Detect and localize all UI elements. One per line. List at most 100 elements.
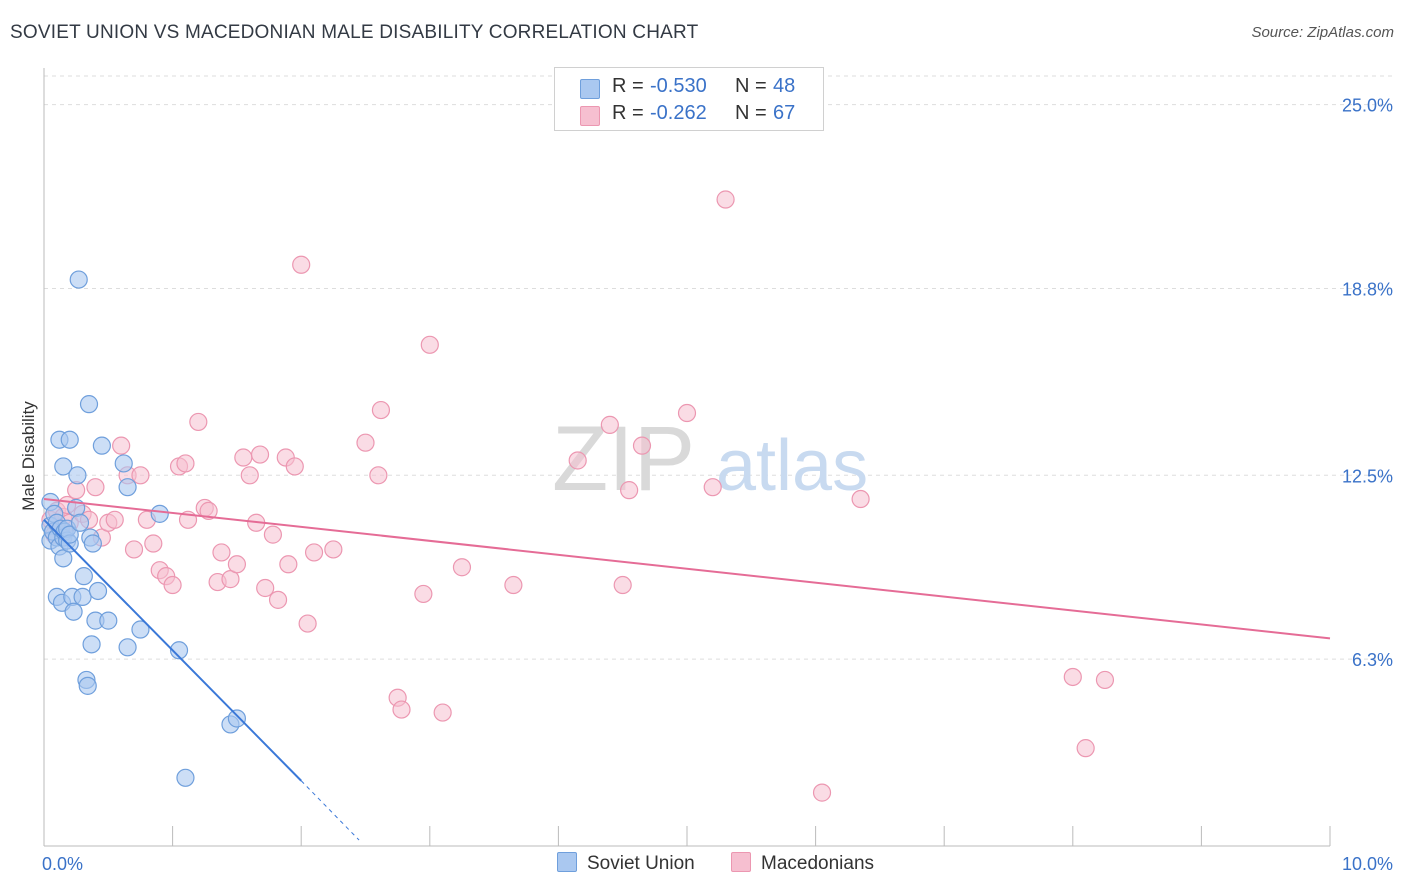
macedonians-point <box>433 703 452 722</box>
macedonians-point <box>1095 670 1115 690</box>
legend-n-label: N = <box>735 75 767 97</box>
soviet-union-point <box>60 430 79 449</box>
soviet-union-point <box>83 534 102 553</box>
macedonians-point <box>268 590 288 609</box>
macedonians-point <box>632 436 652 455</box>
macedonians-point <box>124 540 144 559</box>
legend-item-soviet-union: Soviet Union <box>557 852 695 875</box>
x-tick-label: 10.0% <box>1342 854 1393 874</box>
watermark-atlas: atlas <box>716 426 868 506</box>
legend-r-label: R = <box>612 102 644 124</box>
macedonians-point <box>716 190 735 209</box>
chart-title: SOVIET UNION VS MACEDONIAN MALE DISABILI… <box>10 22 699 43</box>
soviet-union-point <box>74 567 93 586</box>
soviet-union-point <box>70 513 90 532</box>
macedonians-point <box>199 501 218 520</box>
macedonians-point <box>324 540 343 559</box>
macedonians-point <box>504 575 523 595</box>
macedonians-point <box>812 783 832 802</box>
macedonians-point <box>298 614 317 633</box>
macedonians-point <box>163 575 182 595</box>
legend-label-macedonians: Macedonians <box>761 853 875 874</box>
macedonians-point <box>613 575 632 595</box>
macedonians-point <box>105 510 124 529</box>
axes <box>43 68 1331 847</box>
soviet-union-point <box>73 587 92 606</box>
legend-top: R = -0.530 N = 48 R = -0.262 N = 67 <box>554 67 824 131</box>
macedonians-point <box>568 451 587 470</box>
legend-row-soviet: R = -0.530 N = 48 <box>555 75 823 101</box>
macedonians-point <box>292 255 311 274</box>
macedonians-trend-line <box>43 498 1331 640</box>
soviet-union-point <box>82 635 101 654</box>
soviet-union-point <box>69 270 88 289</box>
soviet-union-point <box>99 611 118 630</box>
macedonians-point <box>112 436 131 455</box>
macedonians-point <box>131 466 150 485</box>
macedonians-point <box>234 448 253 467</box>
legend-swatch-macedonians <box>731 852 751 872</box>
soviet-union-point <box>150 504 169 523</box>
legend-row-macedonians: R = -0.262 N = 67 <box>555 102 823 128</box>
soviet-union-point <box>79 395 99 414</box>
legend-swatch-macedonians <box>580 106 600 126</box>
macedonians-point <box>620 481 639 500</box>
legend-swatch-soviet <box>580 79 600 99</box>
source-label: Source: ZipAtlas.com <box>1251 24 1394 41</box>
x-tick-label: 0.0% <box>42 854 83 874</box>
legend-r-label: R = <box>612 75 644 97</box>
soviet-union-point <box>131 620 150 639</box>
macedonians-point <box>677 403 697 423</box>
macedonians-point <box>212 543 231 562</box>
legend-swatch-soviet <box>557 852 577 872</box>
tick-labels: 6.3% 12.5% 18.8% 25.0% 0.0% 10.0% <box>42 96 1393 874</box>
y-tick-label: 18.8% <box>1342 279 1393 299</box>
legend-label-soviet-union: Soviet Union <box>587 853 695 874</box>
macedonians-point <box>392 700 411 719</box>
soviet-union-point <box>114 454 133 473</box>
macedonians-point <box>600 415 619 434</box>
macedonians-point <box>240 466 259 485</box>
legend-item-macedonians: Macedonians <box>731 852 874 875</box>
macedonians-point <box>250 445 270 464</box>
y-tick-label: 12.5% <box>1342 466 1393 486</box>
soviet-union-point <box>64 602 83 621</box>
trend-lines <box>43 498 1331 841</box>
soviet-union-point <box>118 638 137 657</box>
soviet-union-point <box>169 641 189 660</box>
macedonians-point <box>279 555 298 574</box>
soviet-union-point <box>118 478 137 497</box>
legend-n-value: 67 <box>773 102 796 124</box>
legend-n-value: 48 <box>773 75 796 97</box>
soviet-union-point <box>60 525 79 544</box>
soviet-union-point <box>227 709 246 728</box>
macedonians-point <box>144 534 163 553</box>
macedonians-point <box>369 466 388 485</box>
y-tick-label: 6.3% <box>1352 650 1393 670</box>
soviet-union-point <box>92 436 111 455</box>
legend-r-value: -0.262 <box>650 102 707 124</box>
legend-bottom: Soviet Union Macedonians <box>0 852 1406 878</box>
macedonians-point <box>1076 739 1095 758</box>
y-tick-label: 25.0% <box>1342 96 1393 116</box>
macedonians-point <box>420 335 439 354</box>
soviet-union-point <box>176 768 195 787</box>
macedonians-point <box>356 433 375 452</box>
macedonians-point <box>263 525 283 544</box>
macedonians-point <box>304 543 324 562</box>
macedonians-point <box>452 558 472 577</box>
soviet-union-points <box>41 270 246 787</box>
legend-n-label: N = <box>735 102 767 124</box>
macedonians-point <box>189 412 208 432</box>
macedonians-point <box>285 457 304 476</box>
soviet-union-point <box>88 581 108 601</box>
macedonians-point <box>851 489 870 509</box>
macedonians-point <box>86 478 105 497</box>
soviet-union-trend-extension <box>300 780 360 841</box>
macedonians-point <box>1063 667 1082 687</box>
soviet-union-trend-line <box>43 519 302 782</box>
macedonians-point <box>176 454 195 473</box>
macedonians-point <box>256 578 275 598</box>
y-axis-label: Male Disability <box>19 401 38 511</box>
